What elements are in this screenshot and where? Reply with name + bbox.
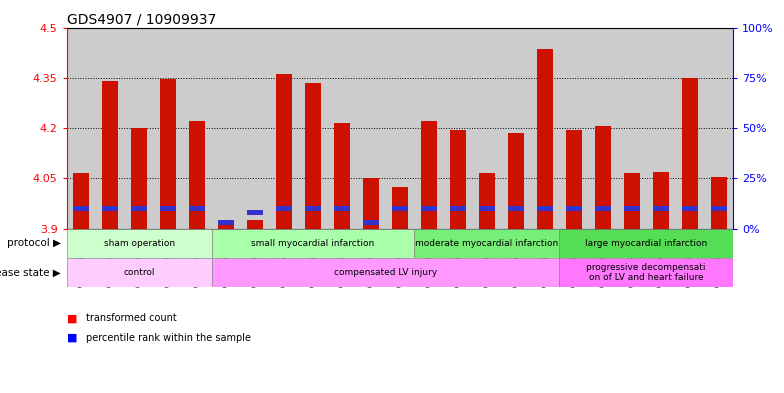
Bar: [189, 121, 205, 229]
Bar: [334, 123, 350, 229]
Bar: [508, 206, 524, 211]
Bar: [623, 173, 640, 229]
Bar: [67, 229, 212, 258]
Bar: [276, 74, 292, 229]
Bar: [392, 206, 408, 211]
Bar: [218, 224, 234, 229]
Bar: [450, 206, 466, 211]
Bar: [73, 173, 89, 229]
Bar: [247, 220, 263, 229]
Bar: [160, 79, 176, 229]
Bar: [566, 206, 582, 211]
Bar: [508, 133, 524, 229]
Bar: [537, 206, 553, 211]
Bar: [421, 206, 437, 211]
Text: sham operation: sham operation: [103, 239, 175, 248]
Bar: [160, 206, 176, 211]
Bar: [710, 206, 727, 211]
Text: control: control: [123, 268, 154, 277]
Text: percentile rank within the sample: percentile rank within the sample: [86, 333, 251, 343]
Text: moderate myocardial infarction: moderate myocardial infarction: [416, 239, 558, 248]
Text: disease state ▶: disease state ▶: [0, 267, 61, 277]
Bar: [414, 229, 559, 258]
Bar: [537, 49, 553, 229]
Text: transformed count: transformed count: [86, 313, 177, 323]
Bar: [710, 177, 727, 229]
Bar: [566, 130, 582, 229]
Bar: [102, 81, 118, 229]
Text: ■: ■: [67, 313, 77, 323]
Text: progressive decompensati
on of LV and heart failure: progressive decompensati on of LV and he…: [586, 263, 706, 282]
Bar: [212, 229, 414, 258]
Bar: [334, 206, 350, 211]
Bar: [392, 187, 408, 229]
Bar: [681, 206, 698, 211]
Bar: [623, 206, 640, 211]
Bar: [421, 121, 437, 229]
Bar: [450, 130, 466, 229]
Bar: [595, 206, 611, 211]
Bar: [559, 258, 733, 287]
Bar: [363, 220, 379, 225]
Text: ■: ■: [67, 333, 77, 343]
Text: large myocardial infarction: large myocardial infarction: [585, 239, 707, 248]
Bar: [67, 258, 212, 287]
Bar: [73, 206, 89, 211]
Bar: [479, 206, 495, 211]
Text: compensated LV injury: compensated LV injury: [334, 268, 437, 277]
Bar: [595, 127, 611, 229]
Bar: [102, 206, 118, 211]
Bar: [247, 210, 263, 215]
Bar: [189, 206, 205, 211]
Bar: [479, 173, 495, 229]
Bar: [276, 206, 292, 211]
Bar: [305, 206, 321, 211]
Text: protocol ▶: protocol ▶: [7, 238, 61, 248]
Bar: [212, 258, 559, 287]
Bar: [559, 229, 733, 258]
Bar: [652, 172, 669, 229]
Bar: [131, 128, 147, 229]
Text: GDS4907 / 10909937: GDS4907 / 10909937: [67, 12, 216, 26]
Bar: [305, 83, 321, 229]
Bar: [131, 206, 147, 211]
Bar: [363, 178, 379, 229]
Bar: [681, 78, 698, 229]
Bar: [218, 220, 234, 225]
Bar: [652, 206, 669, 211]
Text: small myocardial infarction: small myocardial infarction: [252, 239, 375, 248]
